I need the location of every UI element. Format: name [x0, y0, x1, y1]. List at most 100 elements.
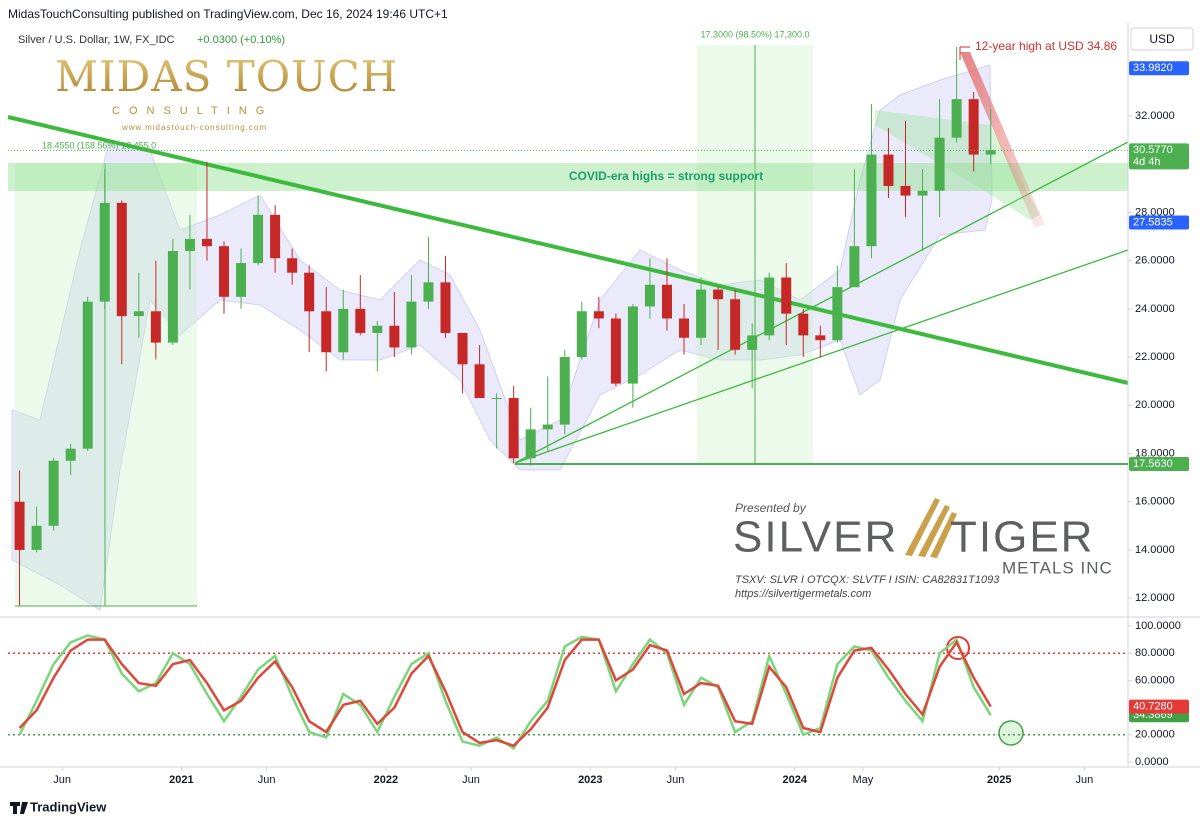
- price-label: 27.5835: [1133, 216, 1173, 228]
- x-tick-label: Jun: [53, 774, 71, 786]
- y-tick-label: 22.0000: [1135, 351, 1175, 363]
- candle-body: [474, 364, 485, 399]
- candle-body: [559, 357, 570, 425]
- candle-body: [542, 424, 553, 430]
- x-tick-label: 2025: [987, 774, 1011, 786]
- candle-body: [781, 277, 792, 314]
- candle-body: [201, 238, 212, 247]
- candle-body: [593, 311, 604, 319]
- footer: TradingView: [30, 799, 107, 814]
- candle-body: [423, 282, 434, 302]
- candle-body: [713, 289, 724, 300]
- value-label-box: [1129, 699, 1189, 714]
- candle-body: [14, 501, 25, 550]
- change: +0.0300 (+0.10%): [197, 34, 285, 46]
- price-label: 33.9820: [1133, 62, 1173, 74]
- x-tick-label: Jun: [462, 774, 480, 786]
- currency-button[interactable]: [1130, 27, 1194, 51]
- candle-body: [389, 325, 400, 348]
- trend-line: [514, 249, 1129, 464]
- y-tick-label: 14.0000: [1135, 544, 1175, 556]
- candle-body: [951, 99, 962, 138]
- chart-title: Silver / U.S. Dollar, 1W, FX_IDC: [18, 34, 175, 46]
- candle-body: [883, 154, 894, 186]
- candle-body: [849, 246, 860, 288]
- candle-body: [696, 289, 707, 338]
- value-label: 40.7280: [1133, 701, 1173, 713]
- price-label: 17.5630: [1133, 458, 1173, 470]
- x-tick-label: Jun: [1076, 774, 1094, 786]
- candle-body: [440, 282, 451, 333]
- candle-body: [679, 318, 690, 338]
- candle-body: [508, 398, 519, 459]
- price-label-box: [1129, 457, 1189, 472]
- logo: CONSULTING: [112, 105, 273, 117]
- candle-body: [525, 429, 536, 459]
- candle-body: [661, 284, 672, 319]
- candle-body: [491, 398, 502, 400]
- price-label-box: [1129, 215, 1189, 230]
- down-arrow: [960, 52, 1045, 227]
- y-tick-label: 100.0000: [1135, 620, 1181, 632]
- candle-body: [764, 277, 775, 336]
- logo: www.midastouch-consulting.com: [121, 123, 267, 132]
- y-tick-label: 28.0000: [1135, 206, 1175, 218]
- candle-body: [116, 202, 127, 317]
- annotation: COVID-era highs = strong support: [569, 169, 763, 183]
- candle-body: [968, 99, 979, 155]
- candle-body: [99, 202, 110, 302]
- x-tick-label: 2021: [169, 774, 193, 786]
- x-tick-label: 2023: [578, 774, 602, 786]
- candle-body: [236, 263, 247, 297]
- candle-body: [747, 335, 758, 350]
- countdown: 4d 4h: [1133, 156, 1161, 168]
- x-tick-label: Jun: [667, 774, 685, 786]
- candle-body: [832, 287, 843, 341]
- y-tick-label: 80.0000: [1135, 647, 1175, 659]
- claw: [905, 498, 957, 558]
- candle-body: [304, 272, 315, 312]
- candle-body: [355, 308, 366, 333]
- candle-body: [644, 284, 655, 307]
- sponsor: Presented by: [735, 501, 807, 515]
- candle-body: [815, 335, 826, 341]
- publisher: MidasTouchConsulting published on Tradin…: [8, 7, 448, 21]
- candle-body: [900, 185, 911, 196]
- candle-body: [150, 311, 161, 343]
- y-tick-label: 20.0000: [1135, 729, 1175, 741]
- price-label: 30.5770: [1133, 144, 1173, 156]
- price-label-box: [1129, 143, 1189, 170]
- candle-body: [576, 311, 587, 358]
- annotation: 12-year high at USD 34.86: [975, 39, 1117, 53]
- y-tick-label: 20.0000: [1135, 399, 1175, 411]
- candle-body: [798, 313, 809, 336]
- candle-body: [610, 318, 621, 384]
- y-tick-label: 16.0000: [1135, 496, 1175, 508]
- candle-body: [457, 332, 468, 365]
- candle-body: [338, 308, 349, 353]
- candle-body: [31, 525, 42, 550]
- x-tick-label: 2024: [783, 774, 808, 786]
- candle-body: [253, 214, 264, 264]
- stoch-line: [18, 638, 992, 748]
- y-tick-label: 26.0000: [1135, 255, 1175, 267]
- candle-body: [730, 299, 741, 350]
- highlight: [998, 720, 1024, 746]
- y-tick-label: 18.0000: [1135, 447, 1175, 459]
- candle-body: [406, 301, 417, 348]
- price-label-box: [1129, 61, 1189, 76]
- candle-body: [65, 448, 76, 461]
- candle-body: [866, 154, 877, 247]
- candle-body: [934, 137, 945, 191]
- tv-logo: [10, 802, 28, 814]
- channel: [875, 110, 1040, 220]
- currency[interactable]: USD: [1149, 32, 1175, 46]
- annotation: 18.4550 (158.56%) 18,455.0: [42, 140, 156, 150]
- candle-body: [219, 246, 230, 297]
- candle-body: [184, 238, 195, 252]
- trend-line: [7, 115, 1129, 385]
- sponsor-logo: METALS INC: [1002, 558, 1113, 577]
- sponsor-logo: SILVER: [733, 513, 898, 562]
- candle-body: [133, 311, 144, 317]
